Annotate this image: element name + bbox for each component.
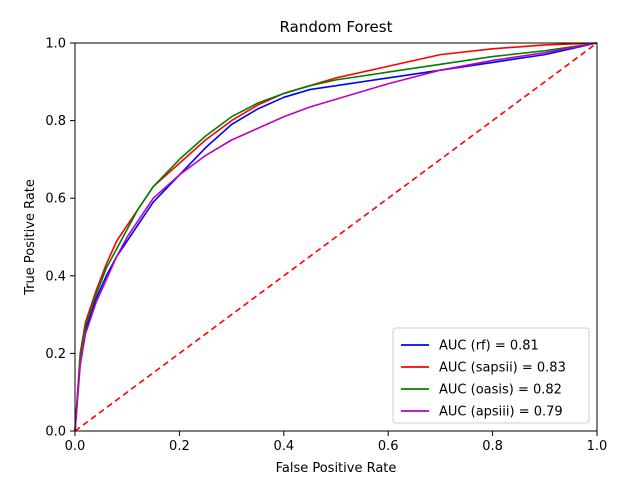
legend-entry: AUC (apsiii) = 0.79 <box>439 405 563 420</box>
legend-entry: AUC (rf) = 0.81 <box>439 339 539 354</box>
y-axis-title: True Positive Rate <box>23 179 38 296</box>
x-tick-label: 0.8 <box>482 439 503 454</box>
series-line-1 <box>74 42 598 432</box>
series-layer <box>74 42 598 432</box>
diagonal-reference-line <box>74 42 598 432</box>
x-tick-label: 1.0 <box>587 439 608 454</box>
ticks-layer: 0.0 0.2 0.4 0.6 0.8 1.0 0.0 0.2 0.4 0.6 0.8 1.0 <box>45 37 607 455</box>
legend-entry: AUC (oasis) = 0.82 <box>439 383 562 398</box>
legend: AUC (rf) = 0.81 AUC (sapsii) = 0.83 AUC (o… <box>392 327 590 424</box>
chart-title: Random Forest <box>280 18 393 36</box>
y-tick-label: 0.6 <box>45 192 66 207</box>
plot-frame <box>74 42 598 432</box>
legend-box <box>392 327 590 424</box>
y-tick-label: 0.8 <box>45 114 66 129</box>
legend-entry: AUC (sapsii) = 0.83 <box>439 361 566 376</box>
x-axis-title: False Positive Rate <box>276 461 397 476</box>
y-tick-label: 1.0 <box>45 37 66 52</box>
x-tick-label: 0.6 <box>378 439 399 454</box>
series-line-2 <box>74 42 598 432</box>
x-tick-label: 0.2 <box>169 439 190 454</box>
y-tick-label: 0.4 <box>45 269 66 284</box>
x-tick-label: 0.0 <box>65 439 86 454</box>
y-tick-label: 0.0 <box>45 425 66 440</box>
x-tick-label: 0.4 <box>273 439 294 454</box>
series-line-0 <box>74 42 598 432</box>
y-tick-label: 0.2 <box>45 347 66 362</box>
series-line-3 <box>74 42 598 432</box>
